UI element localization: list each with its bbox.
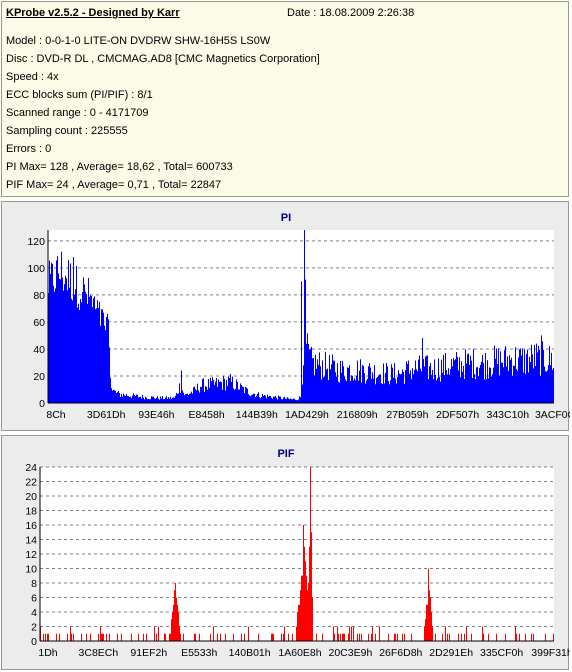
pi-x-tick-label: 93E46h: [138, 409, 174, 421]
pif-x-tick-label: 1Dh: [38, 647, 57, 659]
pi-x-tick-label: 144B39h: [236, 409, 278, 421]
pif-x-tick-label: E5533h: [181, 647, 217, 659]
pif-y-tick-label: 12: [25, 549, 37, 561]
pif-x-tick-label: 140B01h: [229, 647, 271, 659]
pif-y-tick-label: 18: [25, 506, 37, 518]
info-ecc-blocks: ECC blocks sum (PI/PIF) : 8/1: [6, 89, 153, 101]
pi-y-tick-label: 100: [27, 263, 45, 275]
info-pif-stats: PIF Max= 24 , Average= 0,71 , Total= 228…: [6, 179, 222, 191]
app-title: KProbe v2.5.2 - Designed by Karr: [6, 7, 180, 19]
pif-chart-panel: PIF 0 2 4 6 8 10 12 14 16 18 20 22 24 1Dh 3C8ECh 91EF2h…: [1, 435, 570, 670]
info-panel: KProbe v2.5.2 - Designed by Karr Date : …: [1, 1, 569, 197]
pif-x-tick-label: 399F31h: [531, 647, 570, 659]
pi-x-tick-label: 3ACF0Ch: [535, 409, 570, 421]
pi-chart-title: PI: [281, 212, 291, 224]
pif-y-tick-label: 2: [31, 622, 37, 634]
pif-y-tick-label: 8: [31, 578, 37, 590]
pif-x-tick-label: 1A60E8h: [278, 647, 321, 659]
pif-y-tick-label: 6: [31, 593, 37, 605]
pif-x-tick-label: 91EF2h: [130, 647, 167, 659]
pi-y-tick-label: 40: [33, 344, 45, 356]
pi-y-tick-label: 120: [27, 236, 45, 248]
pi-chart-panel: PI 0 20 40 60 80 100 120 8Ch 3D61Dh 93E46h E8458h 1…: [1, 201, 570, 431]
pif-x-tick-label: 2D291Eh: [429, 647, 473, 659]
pif-y-tick-label: 22: [25, 477, 37, 489]
pif-x-tick-label: 3C8ECh: [79, 647, 119, 659]
pi-x-tick-label: 2DF507h: [436, 409, 479, 421]
pi-chart: PI 0 20 40 60 80 100 120 8Ch 3D61Dh 93E46h E8458h 1…: [27, 212, 570, 421]
info-speed: Speed : 4x: [6, 71, 59, 83]
pi-x-tick-label: 8Ch: [46, 409, 65, 421]
pif-chart-title: PIF: [277, 448, 294, 460]
pif-y-tick-label: 10: [25, 564, 37, 576]
info-sampling-count: Sampling count : 225555: [6, 125, 128, 137]
pif-y-tick-label: 20: [25, 491, 37, 503]
pif-x-tick-label: 26F6D8h: [379, 647, 422, 659]
info-pi-stats: PI Max= 128 , Average= 18,62 , Total= 60…: [6, 161, 233, 173]
pi-y-tick-label: 20: [33, 371, 45, 383]
pi-x-tick-label: 1AD429h: [285, 409, 329, 421]
info-disc: Disc : DVD-R DL , CMCMAG.AD8 [CMC Magnet…: [6, 53, 320, 65]
info-scanned-range: Scanned range : 0 - 4171709: [6, 107, 149, 119]
pif-y-tick-label: 16: [25, 520, 37, 532]
pi-y-tick-label: 0: [39, 398, 45, 410]
pi-x-tick-label: E8458h: [188, 409, 224, 421]
pi-x-tick-label: 216809h: [337, 409, 378, 421]
pif-y-tick-label: 0: [31, 636, 37, 648]
pif-x-tick-label: 20C3E9h: [329, 647, 373, 659]
pi-y-tick-label: 60: [33, 317, 45, 329]
pif-y-tick-label: 4: [31, 607, 37, 619]
pif-y-tick-label: 14: [25, 535, 37, 547]
pi-x-tick-label: 3D61Dh: [87, 409, 126, 421]
pif-y-tick-label: 24: [25, 462, 37, 474]
pif-x-tick-label: 335CF0h: [480, 647, 523, 659]
info-model: Model : 0-0-1-0 LITE-ON DVDRW SHW-16H5S …: [6, 35, 271, 47]
info-errors: Errors : 0: [6, 143, 52, 155]
pi-x-tick-label: 27B059h: [386, 409, 428, 421]
pi-y-tick-label: 80: [33, 290, 45, 302]
scan-date: Date : 18.08.2009 2:26:38: [287, 7, 415, 19]
pi-x-tick-label: 343C10h: [486, 409, 529, 421]
